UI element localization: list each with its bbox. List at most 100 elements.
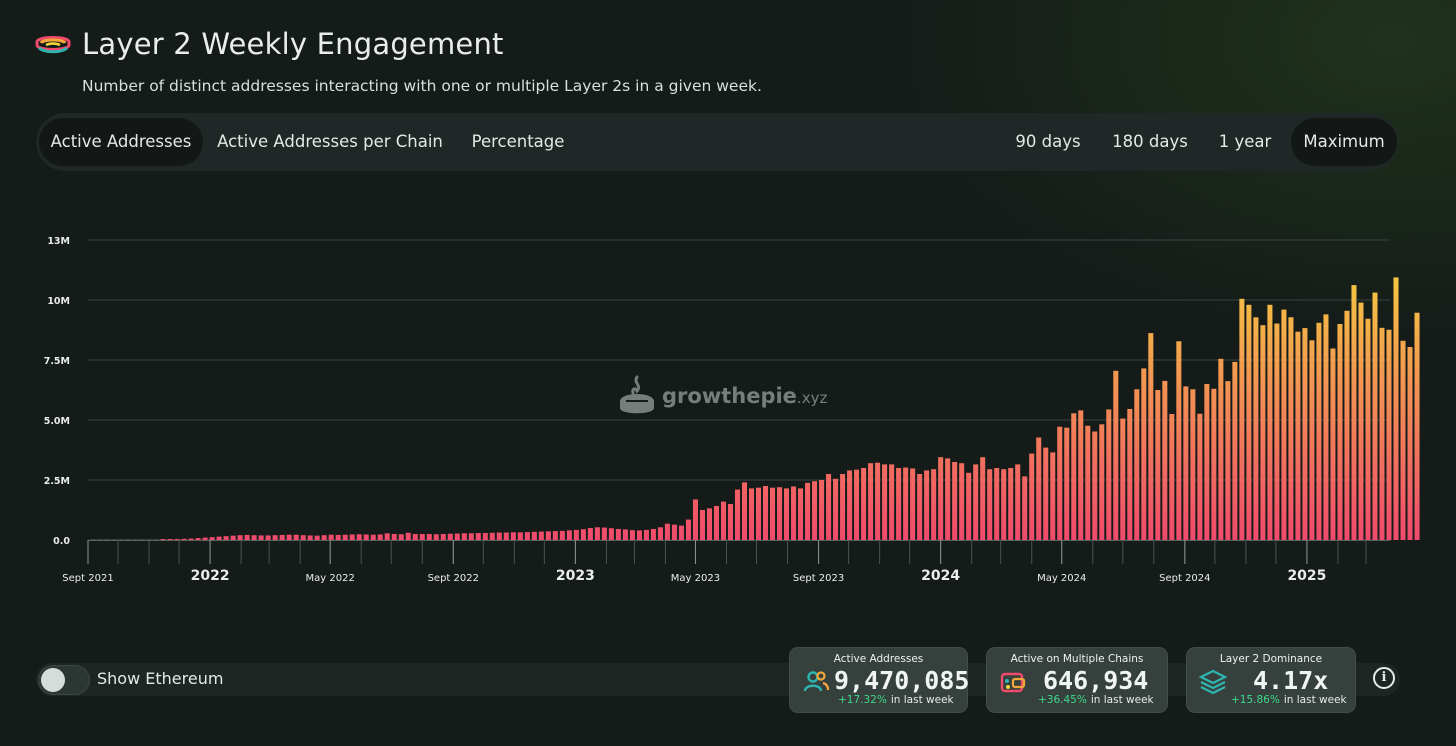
bar xyxy=(1211,388,1217,540)
bar xyxy=(987,469,993,540)
x-axis: Sept 2021 2022 May 2022 Sept 2022 2023 May 20… xyxy=(62,540,1390,584)
bar xyxy=(1218,358,1224,540)
bar xyxy=(468,533,474,540)
bar xyxy=(1302,328,1308,540)
bar xyxy=(847,470,853,540)
metric-title: Active Addresses xyxy=(833,653,924,665)
bar xyxy=(1246,304,1252,540)
bar xyxy=(538,531,544,540)
bar xyxy=(854,469,860,540)
bar xyxy=(826,474,832,540)
bar xyxy=(342,534,348,540)
bar xyxy=(531,531,537,540)
bar xyxy=(812,481,818,540)
toggle-knob xyxy=(41,668,65,692)
bar xyxy=(398,534,404,540)
bar xyxy=(1288,317,1294,540)
bar xyxy=(412,534,418,540)
bar xyxy=(1036,437,1042,540)
bar xyxy=(230,535,236,540)
bars xyxy=(90,277,1420,540)
tab-active-addresses[interactable]: Active Addresses xyxy=(39,118,203,166)
title-row: Layer 2 Weekly Engagement xyxy=(34,24,504,64)
bar xyxy=(349,534,355,540)
bar xyxy=(924,470,930,540)
bar xyxy=(657,527,663,540)
bar xyxy=(650,528,656,540)
bar xyxy=(1351,285,1357,540)
bar xyxy=(1113,370,1119,540)
bar xyxy=(945,458,951,540)
bar xyxy=(391,534,397,540)
bar xyxy=(643,529,649,540)
tab-bar: Active Addresses Active Addresses per Ch… xyxy=(36,113,1398,171)
bar xyxy=(377,534,383,540)
bar xyxy=(1239,298,1245,540)
bar xyxy=(720,501,727,540)
info-button[interactable]: i xyxy=(1373,667,1395,689)
bar xyxy=(1281,309,1287,540)
bar xyxy=(104,539,110,540)
bar xyxy=(1183,386,1189,540)
bar xyxy=(265,535,271,540)
bar xyxy=(1309,340,1315,540)
bar xyxy=(594,527,600,540)
show-ethereum-toggle[interactable] xyxy=(38,665,90,695)
bar xyxy=(1029,453,1035,540)
metric-change: +15.86% in last week xyxy=(1231,694,1347,706)
bar xyxy=(552,531,558,540)
bar xyxy=(307,535,313,540)
y-tick-label: 7.5M xyxy=(44,356,70,367)
x-tick-label: Sept 2022 xyxy=(428,573,479,584)
bar xyxy=(237,535,243,540)
bar xyxy=(713,505,719,540)
bar xyxy=(952,462,958,540)
bar xyxy=(840,474,846,540)
bar xyxy=(1400,340,1406,540)
watermark-text: growthepie.xyz xyxy=(662,384,827,408)
bar xyxy=(1393,277,1399,540)
bar xyxy=(1414,312,1420,540)
bar xyxy=(685,519,691,540)
bar xyxy=(573,529,579,540)
bar xyxy=(692,499,698,540)
metric-change-suffix: in last week xyxy=(1283,694,1347,706)
bar xyxy=(440,534,446,540)
bar xyxy=(1141,368,1147,540)
bar xyxy=(805,482,811,540)
bar xyxy=(699,510,705,540)
bar xyxy=(763,486,769,540)
bar xyxy=(615,528,621,540)
range-90-days[interactable]: 90 days xyxy=(1015,132,1081,151)
bar xyxy=(97,539,103,540)
bar xyxy=(1323,314,1329,540)
bar xyxy=(1001,469,1007,540)
bar xyxy=(1295,331,1301,540)
bar xyxy=(1015,464,1021,540)
watermark-suffix: .xyz xyxy=(796,389,828,407)
bar xyxy=(868,463,874,540)
bar xyxy=(496,532,502,540)
bar xyxy=(819,480,825,540)
bar xyxy=(139,539,145,540)
bar xyxy=(889,464,895,540)
bar xyxy=(706,508,712,540)
range-1-year[interactable]: 1 year xyxy=(1218,132,1272,151)
metric-title: Layer 2 Dominance xyxy=(1219,653,1323,665)
range-180-days[interactable]: 180 days xyxy=(1112,132,1188,151)
bar xyxy=(447,533,453,540)
y-tick-label: 5.0M xyxy=(44,416,70,427)
bar xyxy=(510,532,516,540)
range-maximum[interactable]: Maximum xyxy=(1291,118,1397,166)
bar xyxy=(587,528,593,540)
bar xyxy=(188,538,194,540)
bar xyxy=(973,464,979,540)
tab-percentage[interactable]: Percentage xyxy=(471,132,565,151)
bar xyxy=(503,532,509,540)
bar xyxy=(734,489,741,540)
x-tick-label: Sept 2021 xyxy=(62,573,113,584)
bar xyxy=(1008,468,1014,540)
tab-active-addresses-per-chain[interactable]: Active Addresses per Chain xyxy=(217,132,443,151)
bar xyxy=(910,468,916,540)
bar xyxy=(917,474,923,540)
